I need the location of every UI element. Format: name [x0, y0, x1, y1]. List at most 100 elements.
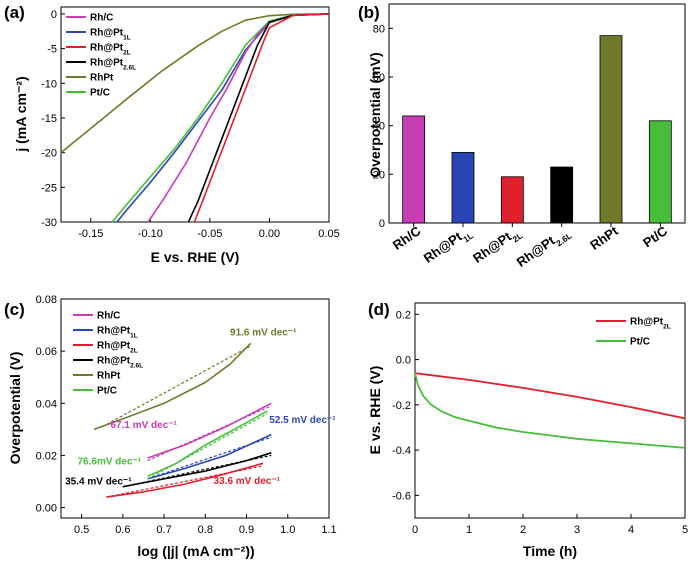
panel-b-category-ptc: Pt/C [640, 223, 670, 251]
panel-c-x-label: log (|j| (mA cm⁻²)) [137, 543, 254, 559]
panel-a-y-tick-label: -15 [41, 113, 57, 125]
panel-a-legend-label: Rh@Pt2.6L [90, 58, 136, 72]
panel-c-y-ticks: 0.00 0.02 0.04 0.06 0.08 [36, 294, 65, 515]
panel-b-frame [388, 3, 686, 224]
panel-c-legend-label: Rh@Pt2L [97, 341, 138, 355]
panel-b-y-tick-label: 60 [373, 72, 385, 84]
panel-d-line-ptc [414, 372, 686, 449]
panel-d-legend-label: Rh@Pt2L [630, 317, 671, 331]
panel-b-bar-rhpt1l [451, 152, 475, 224]
panel-d-x-tick-label: 5 [682, 524, 688, 536]
panel-c-x-tick-label: 0.9 [239, 524, 254, 536]
panel-a-x-label: E vs. RHE (V) [151, 249, 240, 265]
panel-b-category-rhc: Rh/C [390, 223, 424, 253]
panel-c-y-tick-label: 0.06 [36, 346, 57, 358]
panel-b-y-ticks: 0 20 40 60 80 [373, 23, 393, 230]
panel-b-category-rhpt1l: Rh@Pt1L [421, 223, 475, 269]
panel-a-legend-label: Rh/C [90, 13, 113, 24]
panel-a: (a) 0 -5 -10 -15 -20 -25 -30 -0.15 -0.10 -0.05 0.… [4, 3, 340, 265]
panel-c-fit-rhc [147, 405, 272, 462]
panel-d-series [414, 372, 686, 449]
panel-c-x-tick-label: 0.8 [198, 524, 213, 536]
panel-a-y-label: j (mA cm⁻²) [13, 76, 29, 152]
panel-a-x-tick-label: -0.15 [78, 228, 103, 240]
panel-c-legend-label: RhPt [97, 371, 121, 382]
panel-d-y-tick-label: 0.0 [396, 355, 411, 367]
panel-c-slope-rhpt26l: 35.4 mV dec⁻¹ [65, 477, 132, 488]
panel-a-line-rhpt [60, 13, 330, 154]
panel-c-x-tick-label: 0.7 [156, 524, 171, 536]
panel-b-bar-rhpt [599, 35, 623, 224]
panel-a-x-tick-label: 0.00 [259, 228, 280, 240]
panel-c-fit-ptc [147, 413, 268, 480]
panel-c-frame [60, 298, 330, 519]
panel-c-line-rhpt2l [106, 462, 264, 498]
panel-c-fit-rhpt26l [122, 454, 272, 488]
panel-a-x-ticks: -0.15 -0.10 -0.05 0.00 0.05 [78, 218, 340, 240]
panel-c-x-tick-label: 1.0 [280, 524, 295, 536]
panel-b-label: (b) [358, 3, 380, 22]
panel-a-legend-label: Rh@Pt1L [90, 28, 131, 42]
panel-d-x-label: Time (h) [523, 543, 577, 559]
panel-c-x-ticks: 0.5 0.6 0.7 0.8 0.9 1.0 1.1 [74, 514, 337, 536]
panel-c-fit-rhpt [101, 345, 251, 428]
panel-b-y-tick-label: 20 [373, 169, 385, 181]
panel-a-y-tick-label: -30 [41, 217, 57, 229]
panel-c-line-ptc [147, 410, 268, 478]
panel-c-fit-rhpt2l [106, 465, 264, 498]
panel-a-y-tick-label: 0 [51, 9, 57, 21]
panel-a-y-tick-label: -20 [41, 148, 57, 160]
panel-b-bar-ptc [648, 120, 672, 224]
panel-b-y-tick-label: 80 [373, 23, 385, 35]
panel-d-line-rhpt2l [414, 372, 686, 420]
panel-c-fit-rhpt1l [147, 436, 272, 480]
panel-c-slope-rhc: 67.1 mV dec⁻¹ [110, 420, 177, 431]
panel-d-y-tick-label: -0.4 [392, 445, 411, 457]
panel-c-slope-rhpt: 91.6 mV dec⁻¹ [230, 328, 297, 339]
panel-b-bar-rhc [402, 115, 426, 224]
panel-b-category-rhpt26l: Rh@Pt2.6L [514, 223, 574, 273]
panel-a-y-tick-label: -25 [41, 182, 57, 194]
panel-a-x-tick-label: -0.10 [138, 228, 163, 240]
panel-c-series [93, 342, 272, 498]
panel-d-y-label: E vs. RHE (V) [367, 366, 383, 455]
panel-d-legend: Rh@Pt2L Pt/C [596, 317, 671, 348]
panel-a-line-rhpt2l [193, 13, 330, 223]
panel-d-x-tick-label: 4 [628, 524, 634, 536]
panel-d-x-tick-label: 1 [466, 524, 472, 536]
panel-c-legend-label: Rh@Pt1L [97, 326, 138, 340]
panel-d: (d) 0.2 0.0 -0.2 -0.4 -0.6 0 1 2 3 4 5 Rh@Pt2L Pt/… [367, 300, 688, 559]
panel-b-y-label: Overpotential (mV) [367, 52, 383, 177]
panel-c-slope-rhpt2l: 33.6 mV dec⁻¹ [214, 476, 281, 487]
panel-d-x-tick-label: 3 [574, 524, 580, 536]
panel-a-legend-label: Rh@Pt2L [90, 43, 131, 57]
panel-c-legend-label: Rh/C [97, 311, 120, 322]
panel-c-annotations: 91.6 mV dec⁻¹ 67.1 mV dec⁻¹ 52.5 mV dec⁻¹ 7… [65, 328, 336, 488]
panel-b-bar-rhpt2l [500, 176, 524, 224]
panel-d-y-tick-label: -0.2 [392, 400, 411, 412]
panel-b-bars [402, 35, 672, 227]
panel-a-legend-label: Pt/C [90, 88, 110, 99]
panel-c-y-label: Overpotential (V) [7, 352, 23, 465]
panel-c-line-rhc [147, 402, 272, 459]
panel-c-label: (c) [4, 300, 25, 319]
panel-c-x-tick-label: 1.1 [321, 524, 336, 536]
panel-a-series [60, 13, 330, 223]
panel-c-line-rhpt26l [122, 452, 272, 488]
panel-b-category-rhpt: RhPt [587, 223, 621, 253]
panel-c-y-tick-label: 0.04 [36, 398, 57, 410]
panel-a-frame [60, 6, 330, 223]
panel-b-y-tick-label: 40 [373, 121, 385, 133]
panel-c-slope-ptc: 76.6mV dec⁻¹ [77, 457, 141, 468]
panel-c-x-tick-label: 0.5 [74, 524, 89, 536]
panel-b-bar-rhpt26l [550, 166, 574, 224]
panel-a-legend-label: RhPt [90, 73, 114, 84]
panel-a-line-rhpt1l [116, 13, 330, 223]
panel-d-frame [414, 302, 686, 519]
panel-a-x-tick-label: 0.05 [318, 228, 339, 240]
